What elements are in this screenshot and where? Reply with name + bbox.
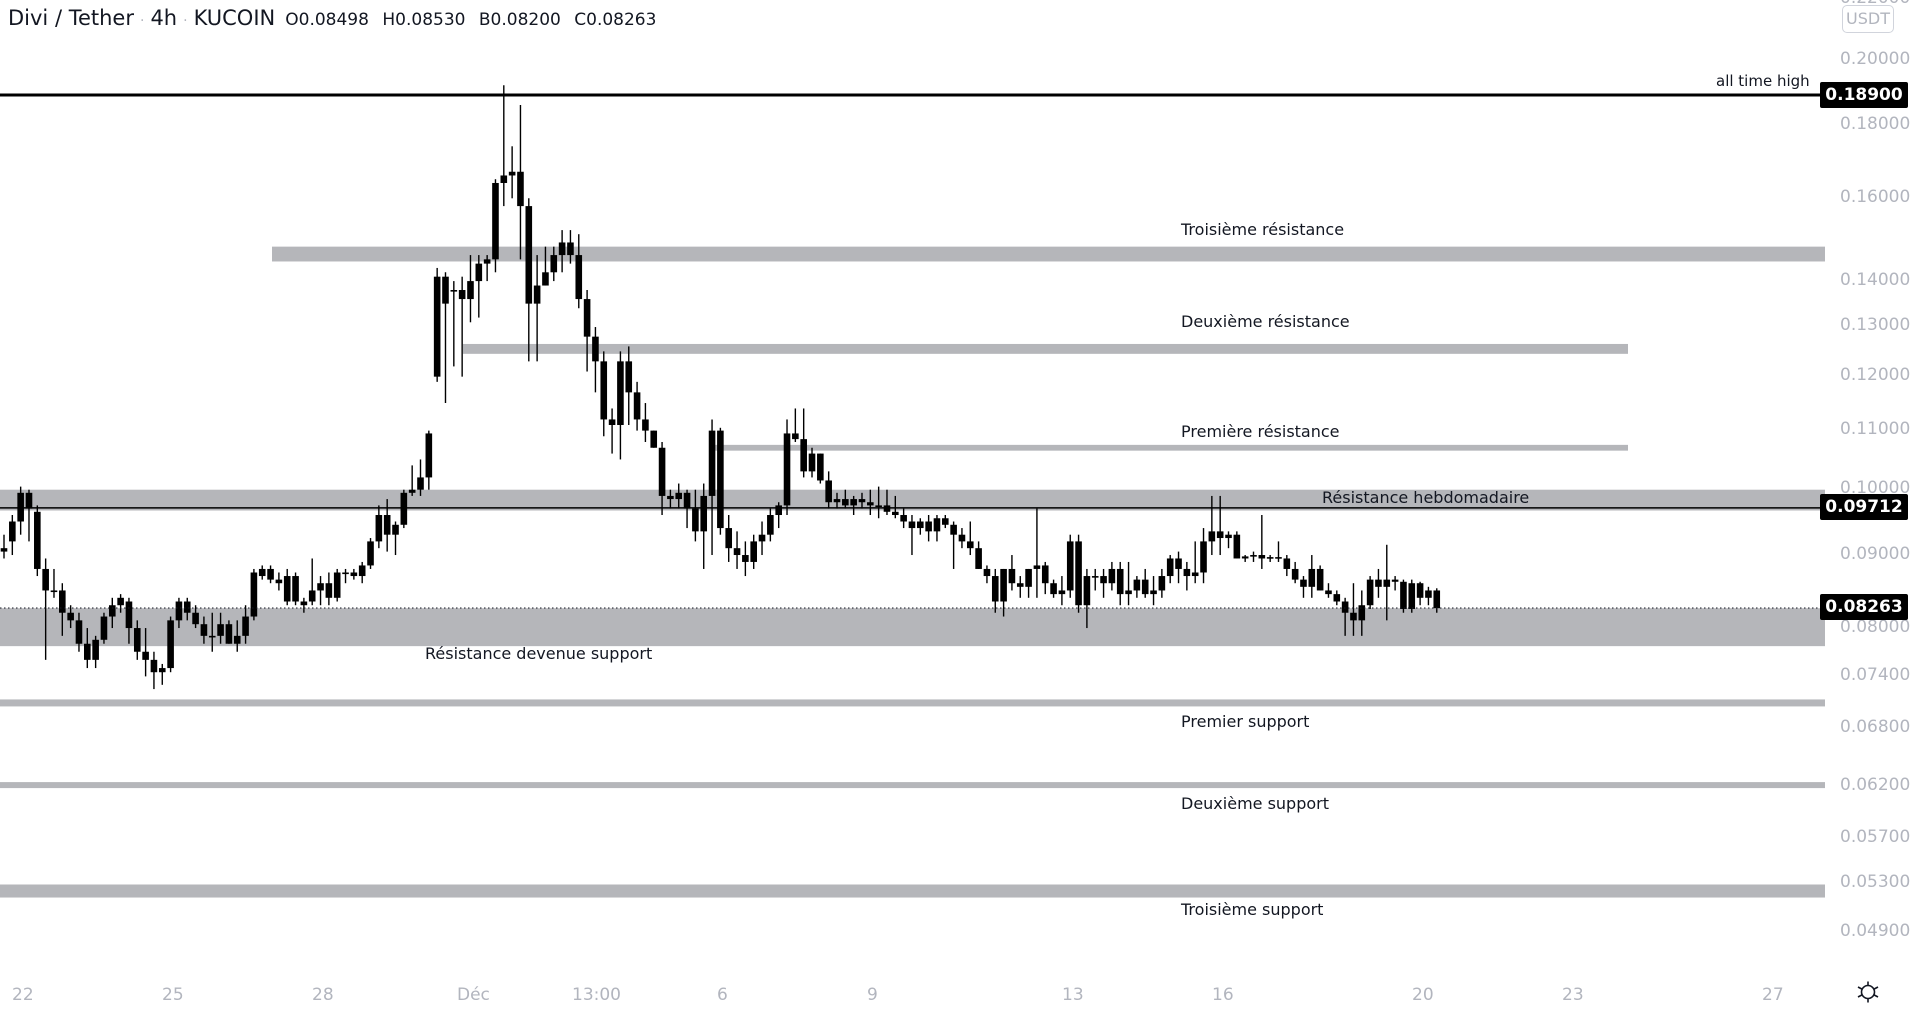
close-value: 0.08263 [586,10,657,30]
price-label: 0.11000 [1840,419,1911,439]
price-label: 0.05700 [1840,827,1911,847]
price-label: 0.16000 [1840,187,1911,207]
annotation-s3[interactable]: Troisième support [1181,900,1324,919]
open-value: 0.08498 [298,10,369,30]
time-label: 27 [1762,985,1784,1005]
zone [272,246,1825,262]
annotation-r1[interactable]: Première résistance [1181,422,1340,441]
level-zones [0,246,1825,898]
high-key: H [382,10,396,30]
zone [0,608,1825,647]
time-label: 28 [312,985,334,1005]
exchange: KUCOIN [193,6,276,30]
zone [0,489,1825,511]
level-lines [0,93,1825,609]
low-key: B [478,10,491,30]
high-value: 0.08530 [395,10,466,30]
time-label: 6 [717,985,728,1005]
price-label: 0.18000 [1840,114,1911,134]
annotation-weekly[interactable]: Résistance hebdomadaire [1322,488,1530,507]
last-price-tag: 0.08263 [1820,594,1908,620]
price-label: 0.20000 [1840,49,1911,69]
price-label: 0.06200 [1840,775,1911,795]
annotation-s2[interactable]: Deuxième support [1181,794,1330,813]
price-label: 0.06800 [1840,717,1911,737]
time-label: 20 [1412,985,1434,1005]
annotation-r2[interactable]: Deuxième résistance [1181,312,1350,331]
separator: · [183,13,188,29]
price-label: 0.14000 [1840,270,1911,290]
candles [0,85,1441,690]
time-label: 25 [162,985,184,1005]
price-label-cropped: 0.22000 [1840,0,1910,8]
currency-button[interactable]: USDT [1842,5,1894,33]
close-key: C [574,10,587,30]
price-label: 0.04900 [1840,921,1911,941]
zone [0,884,1825,898]
settings-gear-icon[interactable] [1856,980,1880,1004]
time-label: 16 [1212,985,1234,1005]
price-axis[interactable]: 0.22000 [1816,0,1912,966]
price-label: 0.12000 [1840,365,1911,385]
weekly-price-tag: 0.09712 [1820,494,1908,520]
time-label: 13 [1062,985,1084,1005]
price-label: 0.10000 [1840,478,1911,498]
price-label: 0.08000 [1840,617,1911,637]
annotation-flip[interactable]: Résistance devenue support [425,644,653,663]
zone [0,699,1825,707]
separator: · [139,13,145,29]
ath-price-tag: 0.18900 [1820,82,1908,108]
low-value: 0.08200 [490,10,561,30]
zone [713,444,1628,451]
ohlc-values: O0.08498 H0.08530 B0.08200 C0.08263 [285,10,664,30]
time-label: 13:00 [572,985,621,1005]
price-label: 0.07400 [1840,665,1911,685]
zone [463,343,1628,354]
annotation-s1[interactable]: Premier support [1181,712,1310,731]
symbol-name[interactable]: Divi / Tether [8,6,134,30]
time-label: 9 [867,985,878,1005]
price-label: 0.05300 [1840,872,1911,892]
symbol-legend: Divi / Tether · 4h · KUCOIN O0.08498 H0.… [8,6,664,30]
zone [0,782,1825,789]
time-label: Déc [457,985,490,1005]
price-label: 0.09000 [1840,544,1911,564]
time-axis[interactable] [0,966,1810,1009]
price-label: 0.13000 [1840,315,1911,335]
time-label: 23 [1562,985,1584,1005]
annotation-r3[interactable]: Troisième résistance [1181,220,1345,239]
time-label: 22 [12,985,34,1005]
open-key: O [285,10,299,30]
interval[interactable]: 4h [150,6,178,30]
annotation-ath[interactable]: all time high [1716,72,1810,90]
